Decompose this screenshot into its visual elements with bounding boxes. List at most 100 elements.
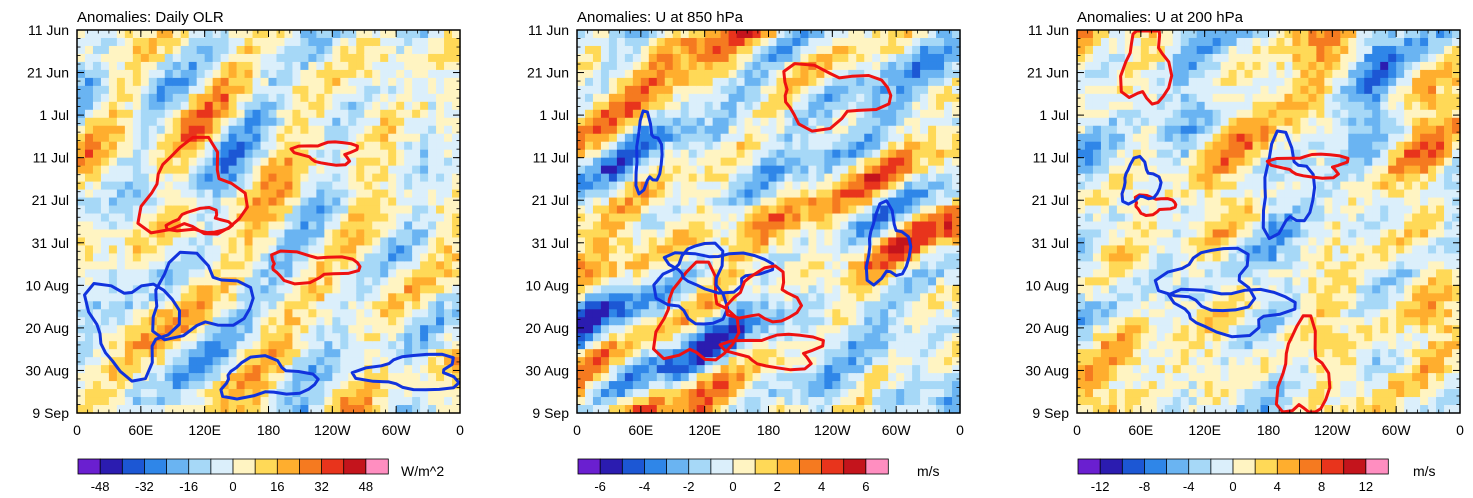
heatmap-cell <box>800 373 809 382</box>
heatmap-cell <box>276 341 286 350</box>
heatmap-cell <box>244 341 254 350</box>
heatmap-cell <box>824 301 833 310</box>
heatmap-cell <box>100 157 110 167</box>
heatmap-cell <box>204 277 214 286</box>
heatmap-cell <box>404 205 413 215</box>
heatmap-cell <box>880 69 889 79</box>
heatmap-cell <box>348 173 357 183</box>
heatmap-cell <box>856 293 865 302</box>
heatmap-cell <box>428 149 437 159</box>
heatmap-cell <box>220 77 230 87</box>
heatmap-cell <box>736 237 746 247</box>
heatmap-cell <box>348 221 357 231</box>
heatmap-cell <box>268 93 278 103</box>
heatmap-cell <box>276 229 286 239</box>
heatmap-cell <box>936 293 945 302</box>
heatmap-cell <box>292 45 302 55</box>
heatmap-cell <box>180 261 190 270</box>
heatmap-cell <box>148 213 158 223</box>
heatmap-cell <box>412 277 421 286</box>
heatmap-cell <box>268 229 278 239</box>
heatmap-cell <box>800 253 809 262</box>
heatmap-cell <box>324 245 333 255</box>
heatmap-cell <box>640 357 650 366</box>
heatmap-cell <box>148 397 158 406</box>
heatmap-cell <box>444 293 453 302</box>
heatmap-cell <box>108 45 118 55</box>
heatmap-cell <box>284 189 294 199</box>
heatmap-cell <box>752 149 762 159</box>
heatmap-cell <box>856 397 865 406</box>
heatmap-cell <box>340 261 349 270</box>
heatmap-cell <box>577 125 586 135</box>
heatmap-cell <box>116 341 126 350</box>
heatmap-cell <box>616 269 626 278</box>
heatmap-cell <box>760 45 770 55</box>
heatmap-cell <box>584 397 594 406</box>
heatmap-cell <box>388 253 397 262</box>
heatmap-cell <box>276 317 286 326</box>
heatmap-cell <box>712 261 722 270</box>
heatmap-cell <box>308 53 317 63</box>
heatmap-cell <box>848 77 857 87</box>
heatmap-cell <box>284 253 294 262</box>
heatmap-cell <box>800 317 809 326</box>
heatmap-cell <box>608 293 618 302</box>
y-tick-label: 9 Sep <box>32 405 69 421</box>
heatmap-cell <box>632 349 642 358</box>
heatmap-cell <box>680 53 690 63</box>
heatmap-cell <box>452 173 461 183</box>
heatmap-cell <box>148 285 158 294</box>
x-tick-label: 0 <box>956 422 964 438</box>
heatmap-cell <box>252 293 262 302</box>
heatmap-cell <box>236 221 246 231</box>
heatmap-cell <box>412 61 421 71</box>
heatmap-cell <box>436 165 445 175</box>
heatmap-cell <box>236 341 246 350</box>
heatmap-cell <box>624 253 634 262</box>
heatmap-cell <box>148 173 158 183</box>
heatmap-cell <box>728 141 738 151</box>
heatmap-cell <box>880 261 889 270</box>
heatmap-cell <box>736 133 746 143</box>
heatmap-cell <box>736 269 746 278</box>
heatmap-cell <box>936 381 945 390</box>
heatmap-cell <box>324 405 333 414</box>
heatmap-cell <box>124 229 134 239</box>
heatmap-cell <box>268 173 278 183</box>
heatmap-cell <box>236 133 246 143</box>
heatmap-cell <box>880 253 889 262</box>
heatmap-cell <box>944 381 953 390</box>
heatmap-cell <box>276 261 286 270</box>
heatmap-cell <box>236 173 246 183</box>
heatmap-cell <box>108 365 118 374</box>
heatmap-cell <box>372 309 381 318</box>
heatmap-cell <box>840 101 849 111</box>
heatmap-cell <box>372 333 381 342</box>
heatmap-cell <box>140 301 150 310</box>
heatmap-cell <box>124 213 134 223</box>
heatmap-cell <box>600 165 610 175</box>
heatmap-cell <box>584 157 594 167</box>
heatmap-cell <box>396 269 405 278</box>
heatmap-cell <box>784 189 794 199</box>
heatmap-cell <box>252 85 262 95</box>
heatmap-cell <box>276 37 286 47</box>
heatmap-cell <box>236 85 246 95</box>
heatmap-cell <box>164 365 174 374</box>
heatmap-cell <box>116 173 126 183</box>
heatmap-cell <box>196 181 206 191</box>
heatmap-cell <box>268 117 278 127</box>
heatmap-cell <box>348 85 357 95</box>
heatmap-cell <box>728 197 738 207</box>
heatmap-cell <box>252 301 262 310</box>
heatmap-cell <box>300 341 309 350</box>
heatmap-cell <box>952 365 961 374</box>
heatmap-cell <box>380 277 389 286</box>
heatmap-cell <box>228 397 238 406</box>
heatmap-cell <box>872 373 881 382</box>
heatmap-cell <box>428 125 437 135</box>
heatmap-cell <box>348 285 357 294</box>
heatmap-cell <box>608 181 618 191</box>
heatmap-cell <box>188 37 198 47</box>
